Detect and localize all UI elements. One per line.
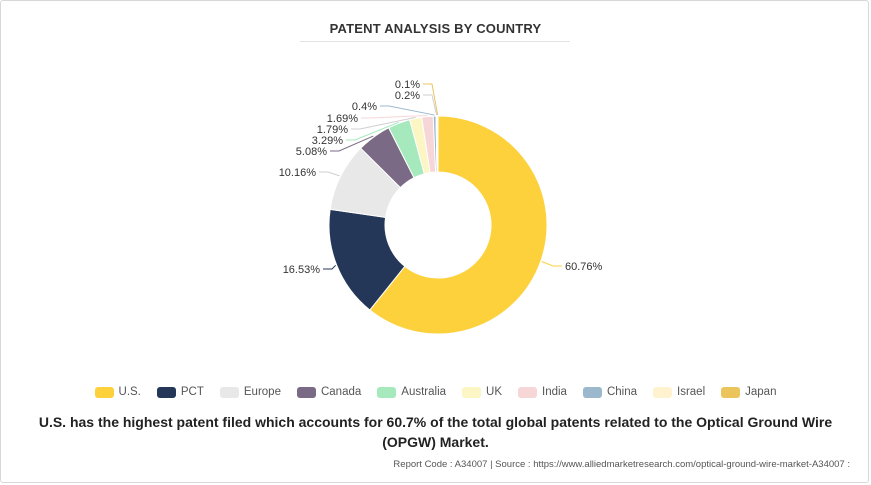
data-label-australia: 3.29% <box>312 135 343 147</box>
legend-swatch-australia <box>377 386 397 398</box>
legend-label-japan: Japan <box>745 386 777 398</box>
data-label-pct: 16.53% <box>283 264 321 276</box>
legend-swatch-israel <box>653 386 673 398</box>
legend-item-china[interactable]: China <box>582 386 638 398</box>
data-label-japan: 0.1% <box>395 79 420 91</box>
report-source-footer: Report Code : A34007 | Source : https://… <box>393 459 850 470</box>
legend-item-uk[interactable]: UK <box>462 386 502 398</box>
legend-item-australia[interactable]: Australia <box>377 386 446 398</box>
legend-label-pct: PCT <box>180 386 204 398</box>
legend-label-u-s: U.S. <box>118 386 141 398</box>
chart-caption: U.S. has the highest patent filed which … <box>38 414 833 450</box>
leader-line-israel <box>423 94 438 116</box>
leader-line-china <box>380 105 435 116</box>
legend-label-canada: Canada <box>320 386 362 398</box>
legend-label-israel: Israel <box>677 386 706 398</box>
legend-label-uk: UK <box>486 386 503 398</box>
data-label-u-s: 60.76% <box>565 261 603 273</box>
legend-swatch-china <box>582 386 602 398</box>
legend-item-pct[interactable]: PCT <box>156 386 204 398</box>
legend-swatch-u-s <box>94 386 114 398</box>
leader-line-japan <box>423 83 439 116</box>
legend-swatch-europe <box>219 386 239 398</box>
legend-item-israel[interactable]: Israel <box>653 386 705 398</box>
donut-chart: 60.76%16.53%10.16%5.08%3.29%1.79%1.69%0.… <box>279 79 603 335</box>
legend-swatch-india <box>518 386 538 398</box>
legend-swatch-canada <box>296 386 316 398</box>
data-label-canada: 5.08% <box>296 146 327 158</box>
leader-line-europe <box>319 171 340 177</box>
slice-japan[interactable] <box>436 115 439 173</box>
legend-swatch-uk <box>462 386 482 398</box>
legend-swatch-pct <box>156 386 176 398</box>
legend-label-china: China <box>606 386 638 398</box>
legend-item-u-s[interactable]: U.S. <box>94 386 141 398</box>
leader-line-pct <box>323 264 337 270</box>
legend-item-japan[interactable]: Japan <box>721 386 776 398</box>
legend-label-australia: Australia <box>401 386 447 398</box>
data-label-uk: 1.79% <box>317 124 348 136</box>
data-label-india: 1.69% <box>327 113 358 125</box>
leader-line-canada <box>330 135 374 152</box>
slice-u-s[interactable] <box>369 115 548 335</box>
chart-legend: U.S. PCT Europe Canada Australia UK India China… <box>0 386 871 398</box>
leader-line-uk <box>351 116 416 130</box>
legend-label-europe: Europe <box>243 386 281 398</box>
leader-line-india <box>361 115 428 119</box>
leader-line-u-s <box>541 261 562 267</box>
data-label-israel: 0.2% <box>395 90 420 102</box>
legend-item-canada[interactable]: Canada <box>296 386 362 398</box>
legend-item-europe[interactable]: Europe <box>219 386 281 398</box>
leader-line-australia <box>346 121 399 141</box>
title-divider <box>300 41 570 42</box>
data-label-china: 0.4% <box>352 101 377 113</box>
legend-swatch-japan <box>721 386 741 398</box>
chart-title: PATENT ANALYSIS BY COUNTRY <box>329 21 542 36</box>
legend-item-india[interactable]: India <box>518 386 567 398</box>
data-label-europe: 10.16% <box>279 167 317 179</box>
legend-label-india: India <box>542 386 567 398</box>
